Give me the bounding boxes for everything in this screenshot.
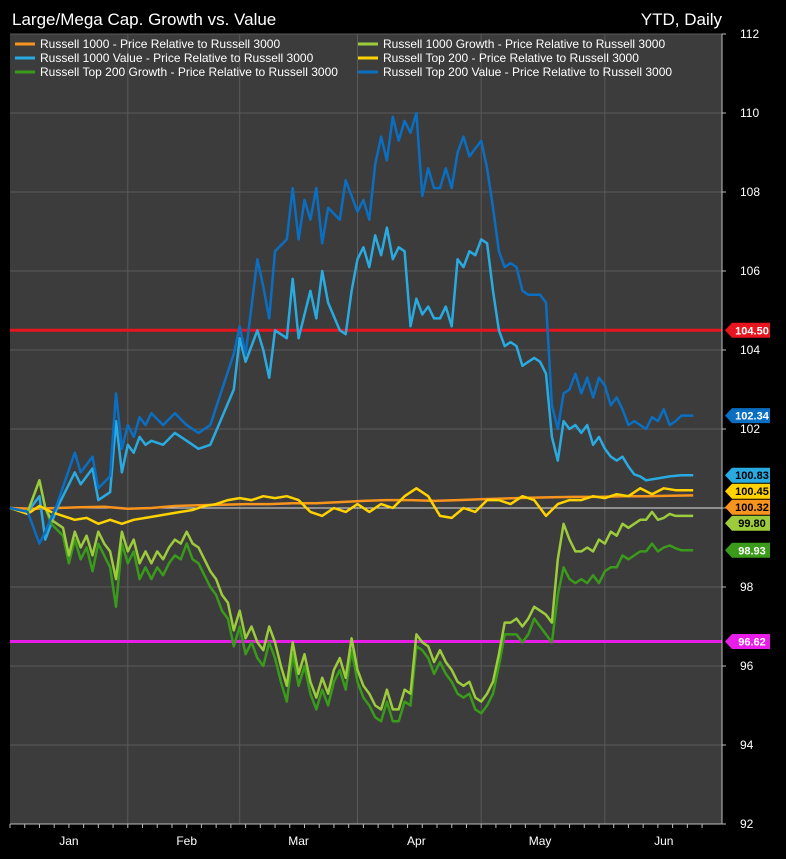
series-badge-shape [725,542,770,558]
legend-label: Russell Top 200 Value - Price Relative t… [383,65,672,79]
y-tick-label: 104 [740,343,760,357]
x-tick-label: Apr [407,834,426,848]
series-line [9,487,694,526]
legend-label: Russell 1000 Growth - Price Relative to … [383,37,665,51]
series-badge-text: 100.45 [735,486,769,498]
reference-badge-shape [725,322,770,338]
series-line [9,111,694,545]
reference-lines [10,328,722,644]
x-tick-label: May [529,834,552,848]
series-line [9,479,694,711]
x-tick-label: Jan [59,834,78,848]
y-tick-label: 108 [740,185,760,199]
chart-title: Large/Mega Cap. Growth vs. Value [12,10,276,29]
legend-label: Russell 1000 Value - Price Relative to R… [40,51,314,65]
x-axis: Jan Feb Mar Apr May Jun [9,823,722,848]
y-tick-label: 106 [740,264,760,278]
y-tick-label: 102 [740,422,760,436]
series-badge-shape [725,467,770,483]
value-badges: 104.50 96.62 102.34 100.83 100.45 100.32 99.80… [725,322,770,650]
series-badge-text: 100.83 [735,470,769,482]
legend-label: Russell Top 200 Growth - Price Relative … [40,65,338,79]
series-badge-text: 100.32 [735,502,769,514]
y-tick-label: 92 [740,817,754,831]
legend-label: Russell Top 200 - Price Relative to Russ… [383,51,639,65]
series-line [9,226,694,541]
series-badge-shape [725,408,770,424]
series-badge-shape [725,515,770,531]
y-tick-label: 98 [740,580,754,594]
legend-label: Russell 1000 - Price Relative to Russell… [40,37,280,51]
chart-subtitle: YTD, Daily [641,10,723,29]
series-badge-shape [725,483,770,499]
reference-badge-shape [725,634,770,650]
x-tick-label: Jun [654,834,673,848]
series-lines [9,111,694,723]
series-badge-text: 102.34 [735,411,770,423]
y-tick-label: 96 [740,659,754,673]
reference-badge-text: 104.50 [735,325,769,337]
y-tick-label: 110 [740,106,759,120]
series-line [9,479,694,723]
legend: Russell 1000 - Price Relative to Russell… [15,37,672,79]
series-line [9,494,694,511]
x-tick-label: Mar [288,834,309,848]
y-tick-label: 94 [740,738,754,752]
y-tick-label: 112 [740,27,759,41]
series-badge-text: 98.93 [738,545,766,557]
reference-badge-text: 96.62 [738,637,766,649]
series-badge-text: 99.80 [738,518,766,530]
series-badge-shape [725,499,770,515]
x-tick-label: Feb [176,834,197,848]
